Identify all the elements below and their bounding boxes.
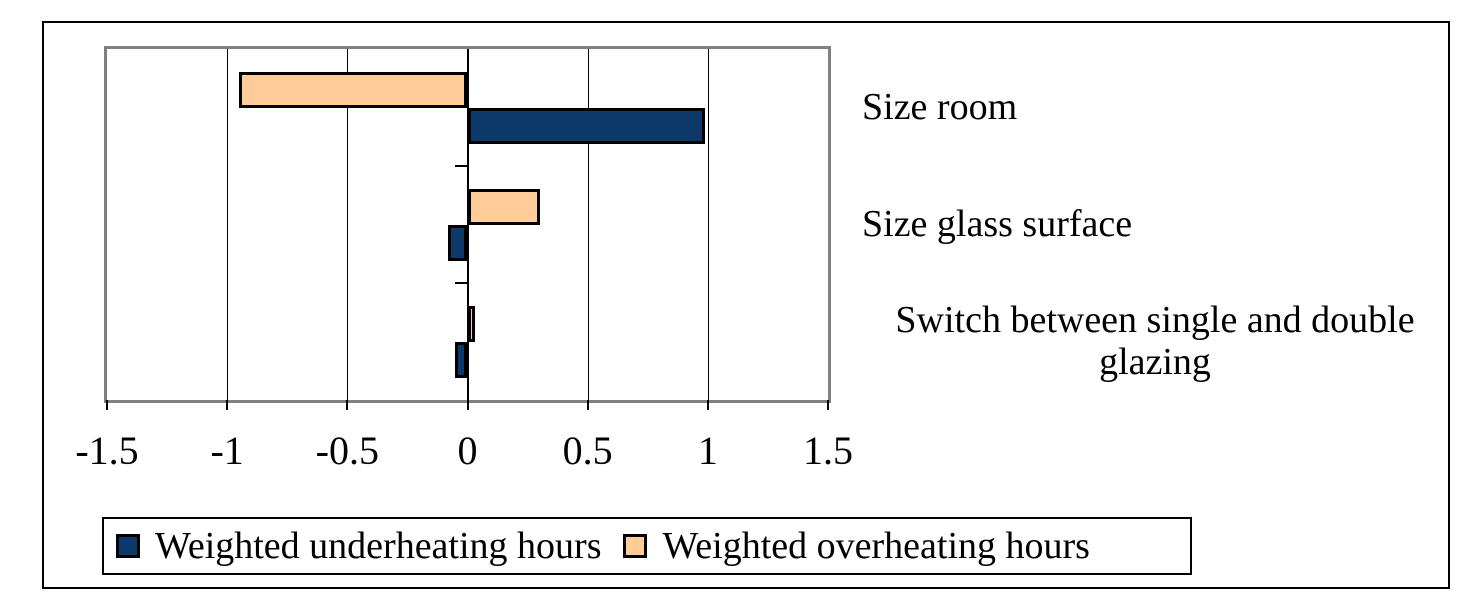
x-tick-label: -0.5 <box>315 428 379 473</box>
bar-underheating <box>455 341 468 378</box>
legend-swatch-underheating <box>116 534 140 558</box>
axis-tick <box>106 400 108 410</box>
gridline <box>347 49 349 400</box>
bar-overheating <box>467 188 540 225</box>
legend-item-underheating: Weighted underheating hours <box>116 524 601 568</box>
bar-overheating <box>239 71 468 108</box>
category-axis-line <box>466 49 469 400</box>
category-label: Size room <box>862 85 1018 128</box>
bar-overheating <box>467 305 475 342</box>
axis-tick <box>466 400 469 410</box>
legend-label-overheating: Weighted overheating hours <box>662 525 1090 567</box>
gridline <box>227 49 229 400</box>
axis-tick <box>346 400 349 410</box>
x-tick-label: -1 <box>210 428 244 473</box>
bar-underheating <box>467 107 706 144</box>
axis-tick <box>226 400 229 410</box>
legend-label-underheating: Weighted underheating hours <box>155 525 602 567</box>
legend-item-overheating: Weighted overheating hours <box>623 524 1090 568</box>
legend: Weighted underheating hours Weighted ove… <box>102 517 1192 575</box>
plot-area <box>104 46 831 403</box>
axis-tick <box>586 400 589 410</box>
bar-underheating <box>448 224 468 261</box>
x-tick-label: 1.5 <box>803 428 853 473</box>
category-axis-tick <box>454 282 468 284</box>
x-tick-label: 0 <box>457 428 478 473</box>
gridline <box>707 49 709 400</box>
category-label: Switch between single and double glazing <box>895 299 1415 383</box>
x-tick-label: 0.5 <box>562 428 613 473</box>
x-tick-label: -1.5 <box>75 428 139 473</box>
legend-swatch-overheating <box>623 534 648 558</box>
gridline <box>587 49 589 400</box>
category-axis-tick <box>454 165 468 167</box>
category-label: Size glass surface <box>862 202 1133 245</box>
x-tick-label: 1 <box>697 428 718 473</box>
axis-tick <box>706 400 709 410</box>
axis-tick <box>827 400 829 410</box>
